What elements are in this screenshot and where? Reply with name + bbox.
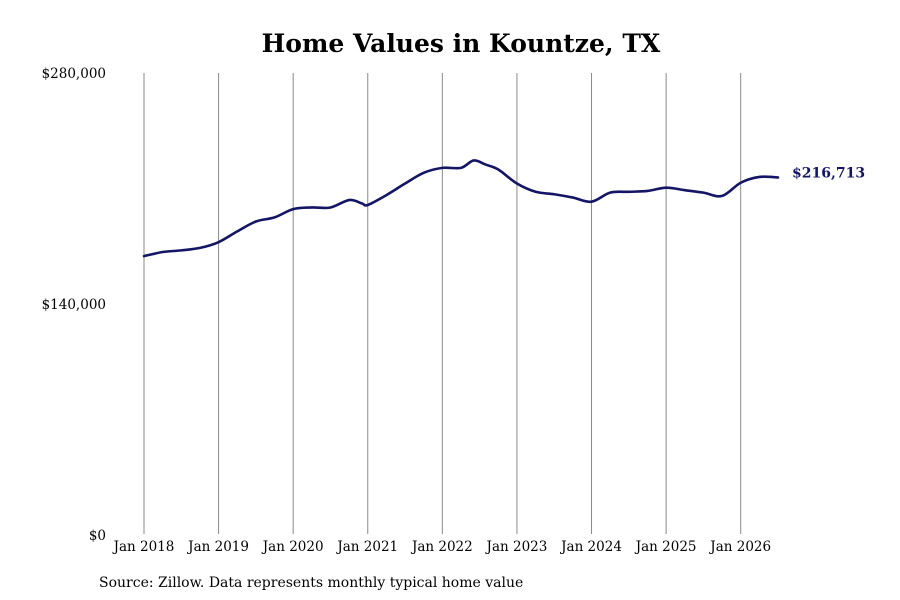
grid — [143, 73, 742, 534]
x-tick-label-5: Jan 2023 — [485, 539, 548, 555]
series-line-home-value — [142, 159, 780, 258]
x-tick-label-0: Jan 2018 — [112, 539, 175, 555]
y-tick-label-1: $140,000 — [42, 297, 106, 313]
chart-title: Home Values in Kountze, TX — [262, 29, 661, 58]
x-tick-label-3: Jan 2021 — [335, 539, 398, 555]
y-axis-ticks: $0 $140,000 $280,000 — [42, 66, 106, 544]
x-tick-label-8: Jan 2026 — [708, 539, 771, 555]
x-axis-ticks: Jan 2018 Jan 2019 Jan 2020 Jan 2021 Jan 2022… — [112, 539, 772, 555]
x-tick-label-2: Jan 2020 — [261, 539, 324, 555]
y-tick-label-2: $280,000 — [42, 66, 106, 82]
source-note: Source: Zillow. Data represents monthly … — [99, 575, 523, 591]
x-tick-label-1: Jan 2019 — [186, 539, 249, 555]
x-tick-label-6: Jan 2024 — [559, 539, 622, 555]
x-tick-label-4: Jan 2022 — [410, 539, 473, 555]
end-value-label: $216,713 — [792, 165, 865, 181]
x-tick-label-7: Jan 2025 — [634, 539, 697, 555]
y-tick-label-0: $0 — [89, 528, 106, 544]
